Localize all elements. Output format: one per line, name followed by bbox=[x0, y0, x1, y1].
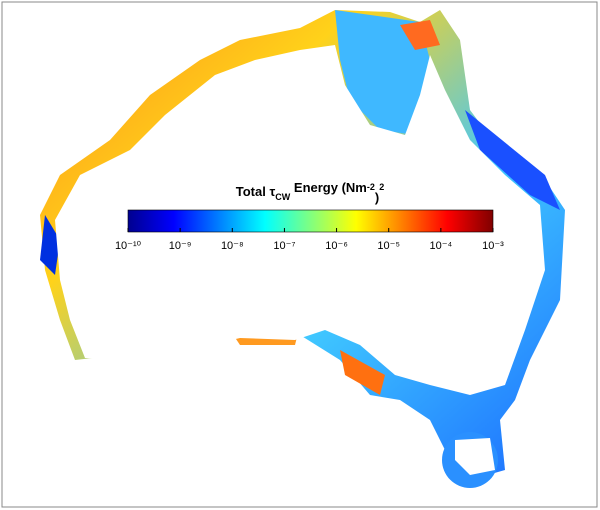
title-text: ) bbox=[375, 190, 379, 205]
title-script: -2 bbox=[367, 182, 375, 192]
colorbar-tick-label: 10⁻⁹ bbox=[169, 240, 192, 252]
colorbar: Total τCW Energy (Nm-2)2 10⁻¹⁰ 10⁻⁹ 10⁻⁸ 10… bbox=[115, 180, 504, 252]
title-text: Energy (Nm bbox=[290, 180, 367, 195]
colorbar-tick-label: 10⁻⁷ bbox=[273, 240, 295, 252]
colorbar-tick-label: 10⁻⁵ bbox=[377, 240, 400, 252]
title-script: CW bbox=[275, 192, 290, 202]
colorbar-bar bbox=[127, 209, 494, 233]
title-text: Total τ bbox=[236, 184, 276, 199]
colorbar-tick-label: 10⁻⁴ bbox=[429, 240, 452, 252]
colorbar-title: Total τCW Energy (Nm-2)2 bbox=[236, 180, 384, 205]
colorbar-tick-label: 10⁻⁶ bbox=[325, 240, 348, 252]
colorbar-tick-label: 10⁻⁸ bbox=[221, 240, 244, 252]
colorbar-tick-label: 10⁻¹⁰ bbox=[115, 240, 142, 252]
tasmania bbox=[455, 438, 495, 475]
title-script: 2 bbox=[379, 182, 384, 192]
colorbar-tick-label: 10⁻³ bbox=[482, 240, 504, 252]
